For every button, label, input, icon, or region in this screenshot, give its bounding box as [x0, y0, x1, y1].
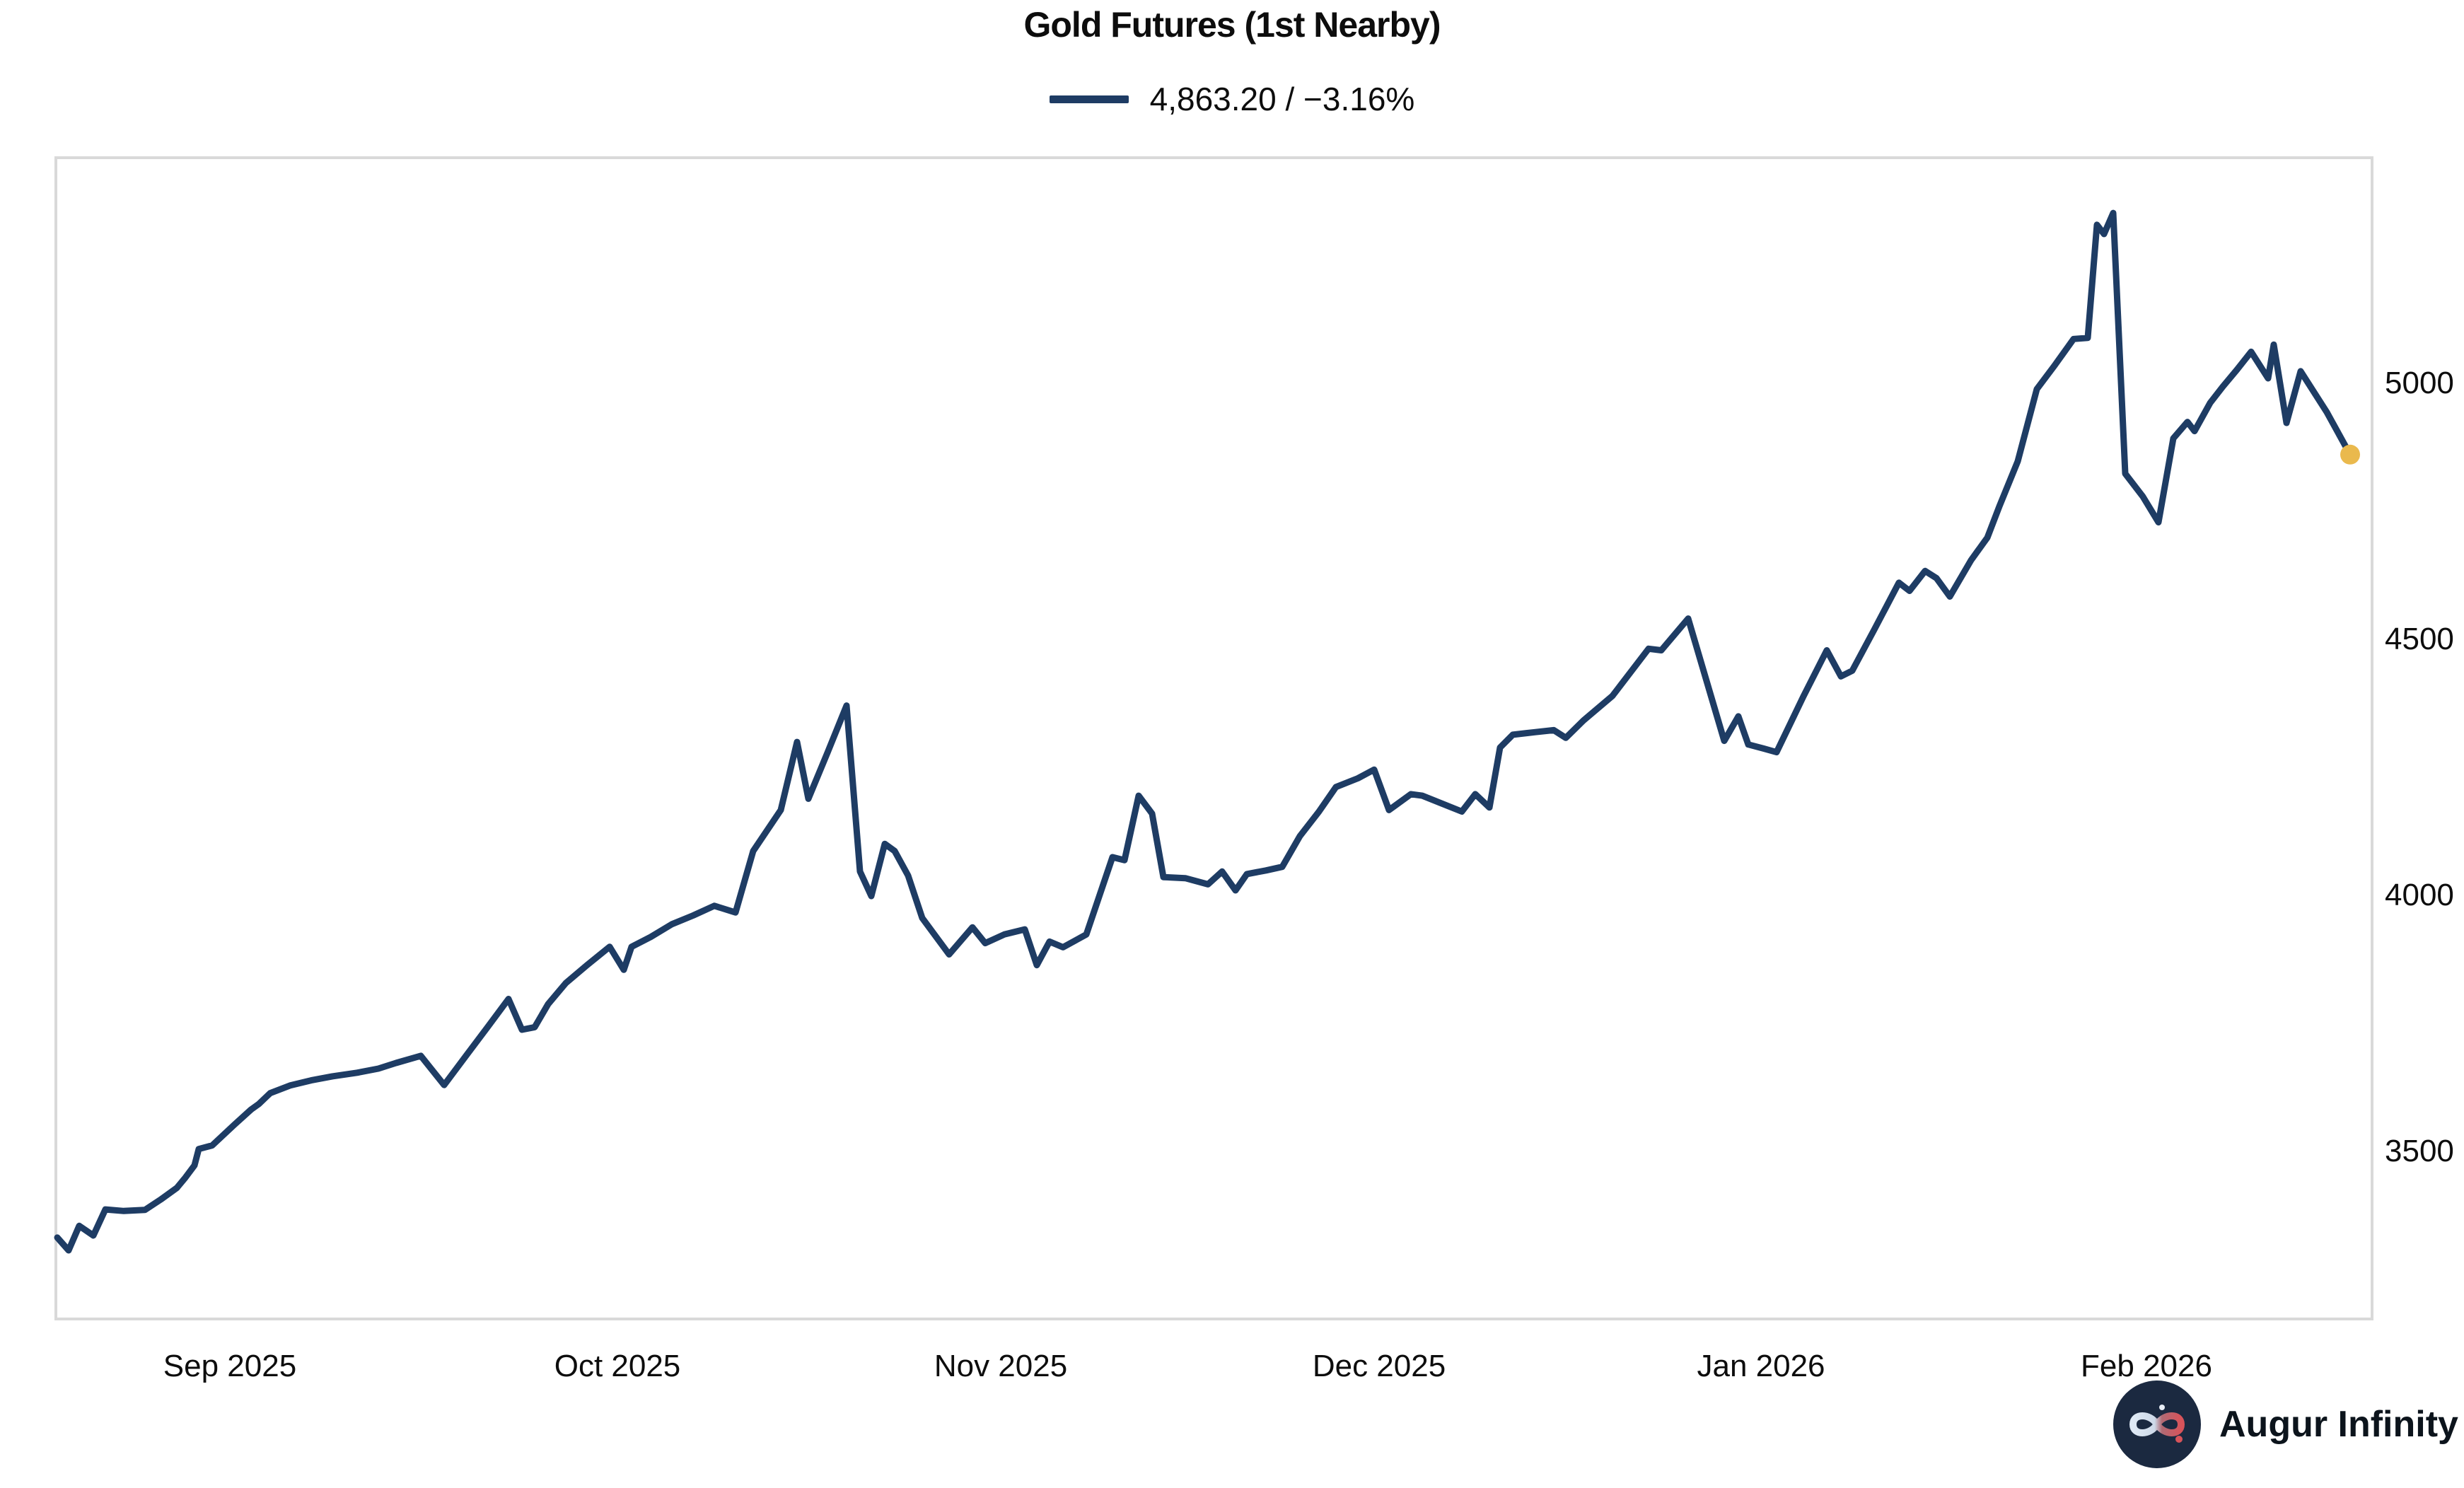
- y-tick-5000: 5000: [2385, 366, 2454, 400]
- logo-circuit-dot-small: [2159, 1405, 2165, 1410]
- x-tick-nov-2025: Nov 2025: [934, 1349, 1068, 1383]
- price-line: [54, 209, 2354, 1254]
- x-tick-dec-2025: Dec 2025: [1312, 1349, 1446, 1383]
- legend-line-swatch: [1049, 95, 1129, 103]
- y-tick-4500: 4500: [2385, 622, 2454, 656]
- y-tick-3500: 3500: [2385, 1134, 2454, 1168]
- y-tick-4000: 4000: [2385, 878, 2454, 912]
- x-tick-jan-2026: Jan 2026: [1697, 1349, 1825, 1383]
- chart-title: Gold Futures (1st Nearby): [1023, 5, 1441, 45]
- plot-area: [54, 156, 2373, 1320]
- infinity-glyph: [2129, 1412, 2185, 1436]
- brand-logo: Augur Infinity: [2113, 1381, 2458, 1468]
- brand-name: Augur Infinity: [2219, 1404, 2458, 1445]
- x-tick-sep-2025: Sep 2025: [163, 1349, 297, 1383]
- x-tick-feb-2026: Feb 2026: [2081, 1349, 2212, 1383]
- legend-label: 4,863.20 / −3.16%: [1149, 81, 1415, 117]
- augur-infinity-logo-icon: [2113, 1381, 2201, 1468]
- x-tick-oct-2025: Oct 2025: [554, 1349, 681, 1383]
- logo-circuit-dot: [2175, 1436, 2183, 1443]
- last-price-marker: [2340, 444, 2360, 465]
- legend: 4,863.20 / −3.16%: [0, 76, 2464, 122]
